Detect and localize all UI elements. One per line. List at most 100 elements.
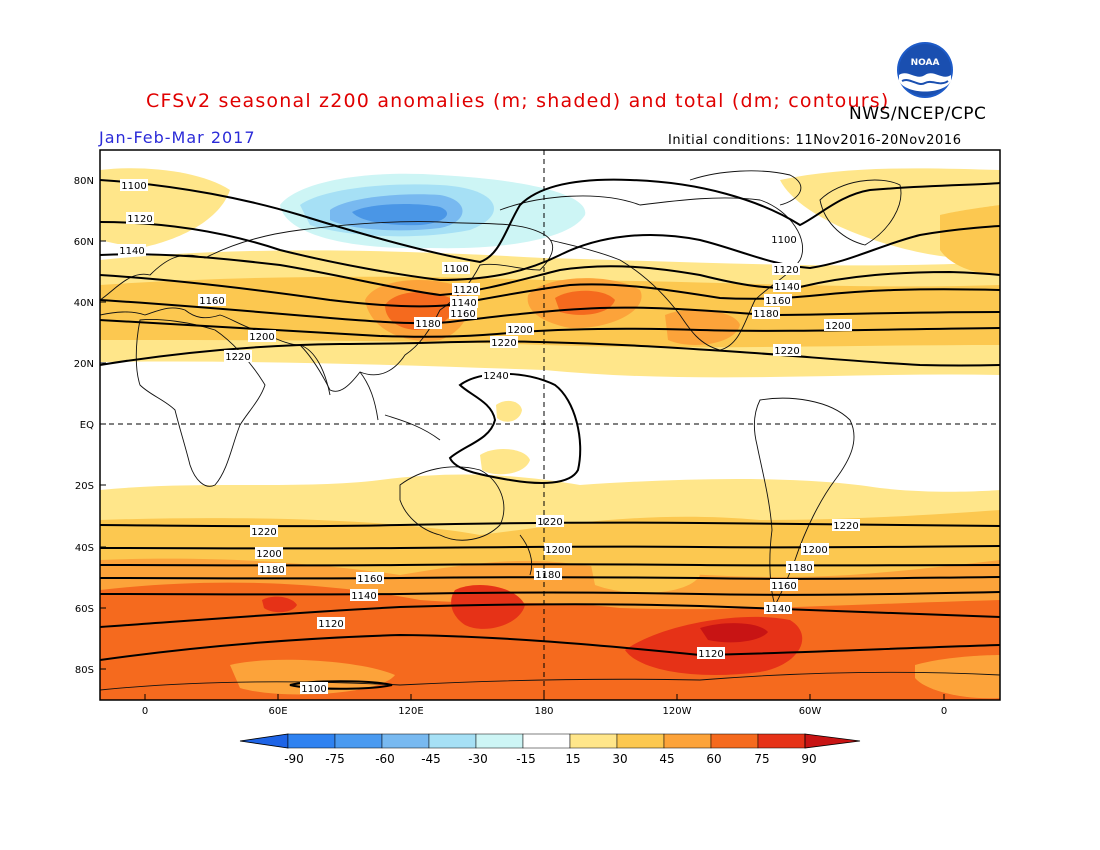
colorbar-cell [569, 733, 618, 749]
colorbar-cell [616, 733, 665, 749]
lat-label: 80S [75, 665, 94, 676]
agency-label: NWS/NCEP/CPC [849, 104, 987, 124]
contour-label: 1220 [224, 350, 252, 363]
contour-label: 1140 [773, 280, 801, 293]
lat-label: 20N [74, 359, 94, 370]
lat-label: 60N [74, 237, 94, 248]
lat-label: 80N [74, 176, 94, 187]
lon-label: 60E [268, 706, 287, 717]
svg-text:1120: 1120 [698, 649, 723, 660]
svg-text:NOAA: NOAA [911, 58, 940, 68]
contour-label: 1200 [801, 543, 829, 556]
svg-text:1160: 1160 [771, 581, 796, 592]
season-label: Jan-Feb-Mar 2017 [99, 128, 256, 147]
svg-text:1140: 1140 [765, 604, 790, 615]
svg-text:1200: 1200 [507, 325, 532, 336]
svg-text:1220: 1220 [774, 346, 799, 357]
lat-label: 40S [75, 543, 94, 554]
svg-text:1160: 1160 [765, 296, 790, 307]
svg-text:1140: 1140 [774, 282, 799, 293]
svg-text:1100: 1100 [121, 181, 146, 192]
svg-text:1180: 1180 [259, 565, 284, 576]
lon-label: 120E [398, 706, 423, 717]
colorbar: -90 -75 -60 -45 -30 -15 15 30 45 60 75 9… [239, 733, 861, 766]
svg-text:1200: 1200 [249, 332, 274, 343]
lat-label: 60S [75, 604, 94, 615]
contour-label: 1140 [450, 296, 478, 309]
svg-text:1100: 1100 [443, 264, 468, 275]
contour-label: 1180 [258, 563, 286, 576]
contour-label: 1180 [752, 307, 780, 320]
svg-text:1220: 1220 [251, 527, 276, 538]
svg-text:1180: 1180 [753, 309, 778, 320]
contour-label: 1220 [832, 519, 860, 532]
colorbar-cell [663, 733, 712, 749]
contour-label: 1120 [126, 212, 154, 225]
colorbar-arrow-left [239, 733, 289, 749]
contour-label: 1180 [534, 568, 562, 581]
lon-label: 120W [663, 706, 692, 717]
lon-axis: 0 60E 120E 180 120W 60W 0 [142, 694, 947, 717]
svg-text:1180: 1180 [535, 570, 560, 581]
svg-text:1200: 1200 [545, 545, 570, 556]
initial-conditions-label: Initial conditions: 11Nov2016-20Nov2016 [668, 133, 962, 148]
contour-label: 1100 [120, 179, 148, 192]
svg-text:1100: 1100 [301, 684, 326, 695]
contour-label: 1180 [786, 561, 814, 574]
contour-label: 1220 [250, 525, 278, 538]
svg-text:1180: 1180 [415, 319, 440, 330]
colorbar-tick: -15 [516, 752, 536, 766]
svg-text:1160: 1160 [357, 574, 382, 585]
svg-text:1120: 1120 [318, 619, 343, 630]
lat-axis: 80N 60N 40N 20N EQ 20S 40S 60S 80S [74, 176, 106, 676]
svg-text:1160: 1160 [199, 296, 224, 307]
contour-label: 1100 [770, 233, 798, 246]
colorbar-cell [428, 733, 477, 749]
lat-label: 40N [74, 298, 94, 309]
contour-label: 1120 [772, 263, 800, 276]
svg-text:1200: 1200 [802, 545, 827, 556]
svg-text:1120: 1120 [773, 265, 798, 276]
contour-label: 1160 [449, 307, 477, 320]
svg-text:1200: 1200 [825, 321, 850, 332]
svg-text:1140: 1140 [451, 298, 476, 309]
colorbar-tick: -90 [284, 752, 304, 766]
contour-label: 1100 [300, 682, 328, 695]
colorbar-tick: -60 [375, 752, 395, 766]
svg-text:1180: 1180 [787, 563, 812, 574]
contour-label: 1140 [764, 602, 792, 615]
contour-label: 1160 [356, 572, 384, 585]
colorbar-tick: 75 [754, 752, 769, 766]
contour-label: 1120 [317, 617, 345, 630]
contour-label: 1180 [414, 317, 442, 330]
colorbar-cell [522, 733, 571, 749]
contour-label: 1140 [350, 589, 378, 602]
colorbar-arrow-right [804, 733, 861, 749]
contour-label: 1200 [255, 547, 283, 560]
lat-label: 20S [75, 481, 94, 492]
colorbar-cell [287, 733, 336, 749]
lat-label: EQ [80, 420, 94, 431]
svg-text:1220: 1220 [537, 517, 562, 528]
contour-label: 1200 [544, 543, 572, 556]
svg-text:1220: 1220 [833, 521, 858, 532]
svg-text:1220: 1220 [491, 338, 516, 349]
svg-text:1140: 1140 [119, 246, 144, 257]
colorbar-tick: 60 [706, 752, 721, 766]
colorbar-cell [381, 733, 430, 749]
chart-title: CFSv2 seasonal z200 anomalies (m; shaded… [146, 90, 890, 112]
contour-label: 1160 [770, 579, 798, 592]
colorbar-tick: 90 [801, 752, 816, 766]
contour-label: 1160 [198, 294, 226, 307]
lon-label: 180 [534, 706, 553, 717]
contour-label: 1200 [248, 330, 276, 343]
colorbar-cell [475, 733, 524, 749]
colorbar-tick: 45 [659, 752, 674, 766]
contour-labels: 1100 1120 1140 1160 1200 1220 1100 1120 … [118, 179, 860, 695]
svg-text:1100: 1100 [771, 235, 796, 246]
contour-label: 1140 [118, 244, 146, 257]
contour-label: 1220 [773, 344, 801, 357]
colorbar-cell [710, 733, 759, 749]
svg-text:1200: 1200 [256, 549, 281, 560]
